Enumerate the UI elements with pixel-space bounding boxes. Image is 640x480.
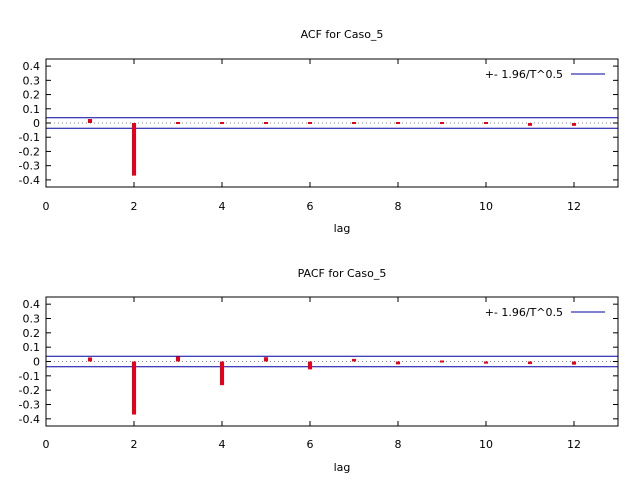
acf-panel: ACF for Caso_5-0.4-0.3-0.2-0.100.10.20.3…	[19, 28, 619, 235]
correlation-bar-lag-5	[264, 357, 268, 362]
x-tick-label: 10	[479, 438, 493, 451]
correlation-bar-lag-4	[220, 122, 224, 124]
y-tick-label: -0.2	[19, 384, 40, 397]
x-tick-label: 6	[307, 200, 314, 213]
correlation-bar-lag-8	[396, 122, 400, 124]
y-tick-label: -0.4	[19, 413, 40, 426]
x-tick-label: 6	[307, 438, 314, 451]
correlation-bar-lag-2	[132, 123, 136, 176]
x-axis-label: lag	[334, 461, 351, 474]
correlation-bar-lag-9	[440, 360, 444, 363]
x-tick-label: 4	[219, 200, 226, 213]
y-tick-label: 0.2	[23, 89, 41, 102]
y-tick-label: -0.2	[19, 145, 40, 158]
correlation-bar-lag-7	[352, 122, 356, 124]
x-tick-label: 0	[43, 438, 50, 451]
chart-title: PACF for Caso_5	[298, 267, 387, 280]
correlation-bar-lag-3	[176, 356, 180, 362]
x-tick-label: 12	[567, 200, 581, 213]
y-tick-label: 0.4	[23, 60, 41, 73]
y-tick-label: 0.1	[23, 103, 41, 116]
correlation-bar-lag-2	[132, 361, 136, 415]
y-tick-label: 0.2	[23, 327, 41, 340]
correlation-bar-lag-6	[308, 361, 312, 370]
y-tick-label: 0.4	[23, 298, 41, 311]
legend-label: +- 1.96/T^0.5	[485, 306, 563, 319]
correlation-bar-lag-10	[484, 361, 488, 364]
y-tick-label: 0	[33, 356, 40, 369]
y-tick-label: -0.3	[19, 160, 40, 173]
correlation-bar-lag-8	[396, 361, 400, 365]
y-tick-label: -0.3	[19, 399, 40, 412]
correlation-bar-lag-1	[88, 357, 92, 362]
y-tick-label: 0.3	[23, 74, 41, 87]
chart-title: ACF for Caso_5	[301, 28, 384, 41]
correlation-bar-lag-3	[176, 122, 180, 124]
y-tick-label: 0.3	[23, 313, 41, 326]
correlation-bar-lag-9	[440, 122, 444, 124]
correlation-bar-lag-11	[528, 361, 532, 365]
correlation-bar-lag-12	[572, 123, 576, 126]
y-tick-label: 0.1	[23, 341, 41, 354]
correlation-bar-lag-10	[484, 122, 488, 124]
x-tick-label: 12	[567, 438, 581, 451]
x-tick-label: 8	[395, 438, 402, 451]
x-tick-label: 2	[131, 200, 138, 213]
x-tick-label: 10	[479, 200, 493, 213]
pacf-panel: PACF for Caso_5-0.4-0.3-0.2-0.100.10.20.…	[19, 267, 619, 474]
y-tick-label: -0.4	[19, 174, 40, 187]
x-tick-label: 2	[131, 438, 138, 451]
correlation-bar-lag-11	[528, 123, 532, 126]
y-tick-label: -0.1	[19, 370, 40, 383]
x-axis-label: lag	[334, 222, 351, 235]
correlation-bar-lag-12	[572, 361, 576, 365]
legend-label: +- 1.96/T^0.5	[485, 68, 563, 81]
y-tick-label: 0	[33, 117, 40, 130]
correlation-bar-lag-7	[352, 358, 356, 362]
x-tick-label: 0	[43, 200, 50, 213]
y-tick-label: -0.1	[19, 131, 40, 144]
x-tick-label: 4	[219, 438, 226, 451]
correlation-bar-lag-6	[308, 122, 312, 124]
correlation-bar-lag-5	[264, 122, 268, 124]
correlation-bar-lag-1	[88, 119, 92, 123]
x-tick-label: 8	[395, 200, 402, 213]
correlation-bar-lag-4	[220, 361, 224, 386]
